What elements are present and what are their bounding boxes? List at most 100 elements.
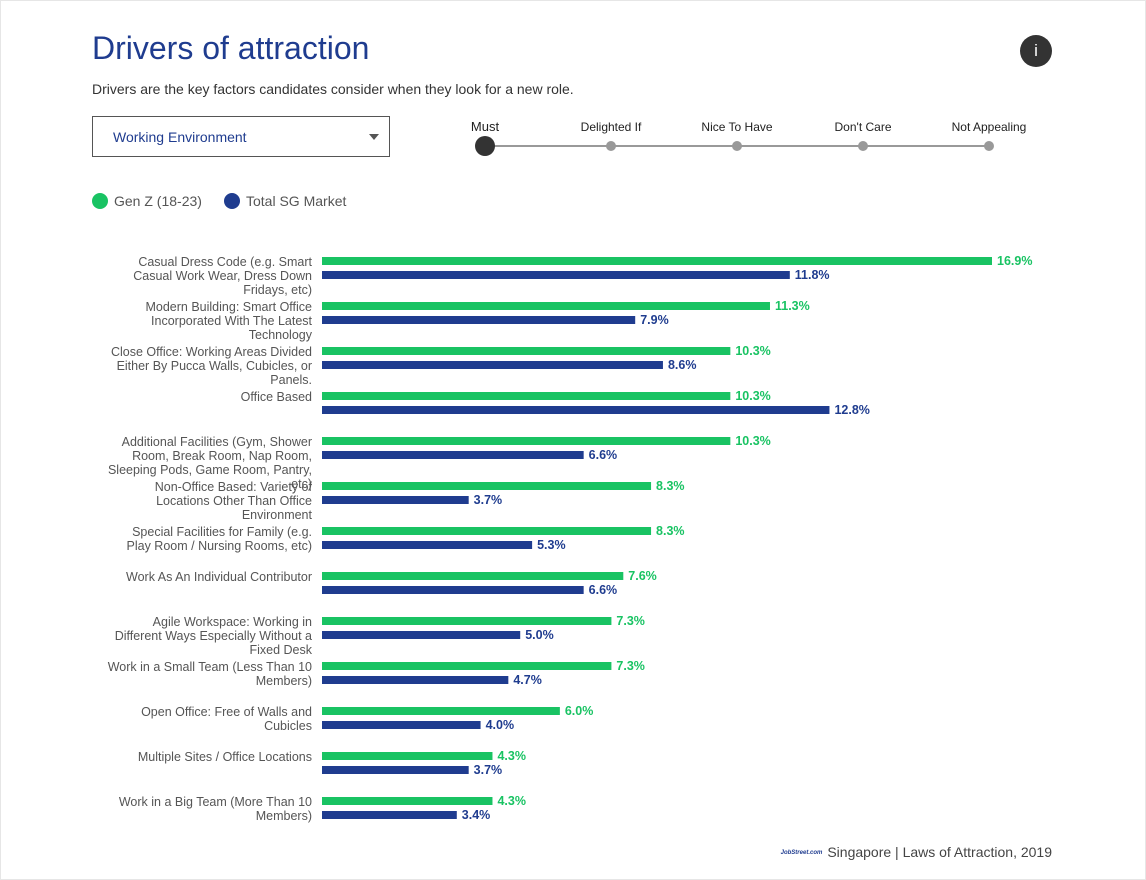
scale-stop-delighted-if[interactable] bbox=[606, 141, 616, 151]
category-label: Additional Facilities (Gym, Shower Room, … bbox=[108, 435, 312, 491]
legend-dot-total-sg bbox=[224, 193, 240, 210]
data-label-total-sg: 5.0% bbox=[525, 628, 554, 642]
bar-total-sg bbox=[322, 631, 521, 639]
legend-item-total-sg[interactable]: Total SG Market bbox=[224, 193, 346, 210]
scale-stop-dont-care[interactable] bbox=[858, 141, 868, 151]
data-label-gen-z: 11.3% bbox=[775, 299, 810, 313]
data-label-total-sg: 3.7% bbox=[474, 493, 503, 507]
data-label-gen-z: 4.3% bbox=[497, 794, 526, 808]
data-label-total-sg: 7.9% bbox=[640, 313, 669, 327]
bar-gen-z bbox=[322, 527, 652, 535]
category-label-line: Work As An Individual Contributor bbox=[126, 570, 312, 584]
bar-gen-z bbox=[322, 617, 612, 625]
data-label-gen-z: 4.3% bbox=[497, 749, 526, 763]
data-label-total-sg: 5.3% bbox=[537, 538, 566, 552]
bar-gen-z bbox=[322, 752, 493, 760]
category-label-line: Different Ways Especially Without a bbox=[115, 629, 312, 643]
data-label-gen-z: 16.9% bbox=[997, 254, 1032, 268]
scale-label-not-appealing[interactable]: Not Appealing bbox=[951, 120, 1027, 134]
category-label-line: Work in a Big Team (More Than 10 bbox=[119, 795, 312, 809]
category-label-line: Play Room / Nursing Rooms, etc) bbox=[127, 539, 312, 553]
bar-total-sg bbox=[322, 316, 636, 324]
jobstreet-logo: JobStreet.com bbox=[780, 850, 823, 857]
category-label-line: Additional Facilities (Gym, Shower bbox=[122, 435, 312, 449]
scale-label-delighted-if[interactable]: Delighted If bbox=[580, 120, 642, 134]
bar-total-sg bbox=[322, 451, 584, 459]
bar-gen-z bbox=[322, 437, 731, 445]
category-label-line: Fixed Desk bbox=[249, 643, 312, 657]
bar-total-sg bbox=[322, 496, 469, 504]
legend-dot-gen-z bbox=[92, 193, 108, 210]
category-label-line: Work in a Small Team (Less Than 10 bbox=[108, 660, 312, 674]
data-label-total-sg: 6.6% bbox=[589, 448, 618, 462]
category-label-line: Multiple Sites / Office Locations bbox=[138, 750, 312, 764]
category-label-line: Office Based bbox=[241, 390, 312, 404]
bar-gen-z bbox=[322, 482, 652, 490]
category-label: Work in a Small Team (Less Than 10 Member… bbox=[108, 660, 312, 688]
page-subtitle: Drivers are the key factors candidates c… bbox=[92, 81, 574, 97]
category-label-line: Panels. bbox=[270, 373, 312, 387]
category-label-line: Locations Other Than Office bbox=[156, 494, 312, 508]
category-label: Open Office: Free of Walls and Cubicles bbox=[141, 705, 312, 733]
category-dropdown[interactable]: Working Environment bbox=[92, 116, 390, 157]
category-label-line: Incorporated With The Latest bbox=[151, 314, 312, 328]
info-icon[interactable]: i bbox=[1020, 35, 1052, 67]
scale-label-nice-to-have[interactable]: Nice To Have bbox=[701, 120, 773, 134]
category-label-line: Fridays, etc) bbox=[243, 283, 312, 297]
data-label-total-sg: 4.0% bbox=[486, 718, 515, 732]
data-label-total-sg: 12.8% bbox=[834, 403, 869, 417]
data-label-total-sg: 11.8% bbox=[795, 268, 830, 282]
scale-label-must[interactable]: Must bbox=[470, 119, 500, 134]
scale-stop-nice-to-have[interactable] bbox=[732, 141, 742, 151]
category-label-line: etc) bbox=[291, 477, 312, 491]
footer: JobStreet.com Singapore | Laws of Attract… bbox=[781, 844, 1052, 860]
category-label-line: Modern Building: Smart Office bbox=[145, 300, 312, 314]
data-label-gen-z: 8.3% bbox=[656, 479, 685, 493]
data-label-gen-z: 10.3% bbox=[735, 344, 770, 358]
category-label-line: Special Facilities for Family (e.g. bbox=[132, 525, 312, 539]
data-label-total-sg: 8.6% bbox=[668, 358, 697, 372]
bar-total-sg bbox=[322, 766, 469, 774]
bar-total-sg bbox=[322, 361, 663, 369]
chevron-down-icon bbox=[369, 134, 379, 140]
data-label-gen-z: 6.0% bbox=[565, 704, 594, 718]
bar-gen-z bbox=[322, 257, 992, 265]
legend-item-gen-z[interactable]: Gen Z (18-23) bbox=[92, 193, 202, 210]
bar-total-sg bbox=[322, 271, 790, 279]
category-label-line: Casual Dress Code (e.g. Smart bbox=[138, 255, 312, 269]
data-label-total-sg: 3.7% bbox=[474, 763, 503, 777]
bar-gen-z bbox=[322, 707, 560, 715]
bar-gen-z bbox=[322, 302, 770, 310]
scale-label-dont-care[interactable]: Don't Care bbox=[834, 120, 892, 134]
data-label-gen-z: 10.3% bbox=[735, 389, 770, 403]
bar-gen-z bbox=[322, 347, 731, 355]
bar-gen-z bbox=[322, 662, 612, 670]
scale-stop-must[interactable] bbox=[475, 136, 495, 156]
category-label-line: Technology bbox=[249, 328, 313, 342]
category-label: Multiple Sites / Office Locations bbox=[138, 750, 312, 764]
data-label-gen-z: 10.3% bbox=[735, 434, 770, 448]
bar-gen-z bbox=[322, 797, 493, 805]
scale-stop-not-appealing[interactable] bbox=[984, 141, 994, 151]
category-label-line: Open Office: Free of Walls and bbox=[141, 705, 312, 719]
data-label-total-sg: 4.7% bbox=[513, 673, 542, 687]
category-label-line: Either By Pucca Walls, Cubicles, or bbox=[117, 359, 312, 373]
category-label-line: Members) bbox=[256, 809, 312, 823]
data-label-gen-z: 8.3% bbox=[656, 524, 685, 538]
legend-label-gen-z: Gen Z (18-23) bbox=[114, 193, 202, 209]
category-label: Work in a Big Team (More Than 10 Members) bbox=[119, 795, 312, 823]
data-label-gen-z: 7.3% bbox=[616, 614, 645, 628]
category-dropdown-value: Working Environment bbox=[113, 129, 247, 145]
data-label-total-sg: 6.6% bbox=[589, 583, 618, 597]
bar-total-sg bbox=[322, 541, 533, 549]
bar-total-sg bbox=[322, 676, 509, 684]
category-label-line: Members) bbox=[256, 674, 312, 688]
category-label: Close Office: Working Areas Divided Eithe… bbox=[111, 345, 312, 387]
category-label-line: Cubicles bbox=[264, 719, 312, 733]
bar-total-sg bbox=[322, 406, 830, 414]
page-title: Drivers of attraction bbox=[92, 30, 370, 66]
category-label-line: Non-Office Based: Variety of bbox=[155, 480, 313, 494]
footer-source: Singapore | Laws of Attraction, 2019 bbox=[827, 844, 1052, 860]
bar-gen-z bbox=[322, 392, 731, 400]
category-label-line: Casual Work Wear, Dress Down bbox=[133, 269, 312, 283]
